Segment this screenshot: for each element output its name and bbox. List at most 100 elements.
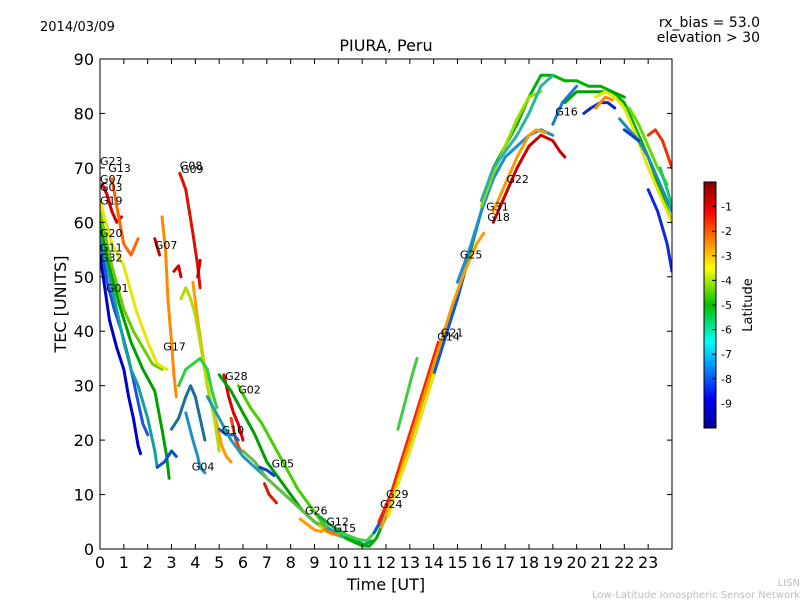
colorbar-tick-label: -2 [721,225,732,238]
satellite-label: G05 [272,457,295,470]
series-line [217,427,240,442]
x-tick-label: 15 [447,553,467,572]
series-line [551,84,579,126]
x-tick-label: 2 [143,553,153,572]
x-tick-label: 17 [495,553,515,572]
series-line [110,177,140,257]
x-tick-label: 18 [519,553,539,572]
colorbar-ticks: -1 -2 -3 -4 -5 -6 -7 -8 -9 [712,201,732,410]
y-tick-label: 50 [74,268,94,287]
satellite-label: G25 [460,248,483,261]
satellite-label: G17 [163,340,186,353]
x-tick-label: 10 [328,553,348,572]
series-line [179,286,221,453]
y-tick-label: 30 [74,377,94,396]
series-line [241,449,328,529]
x-tick-label: 8 [286,553,296,572]
y-tick-label: 70 [74,159,94,178]
axis-layer: 0 1 2 3 4 5 6 7 8 9 10 11 12 13 14 15 16 17 18 19 20 21 22 2301… [74,50,672,572]
rx-bias-label: rx_bias = 53.0 [659,15,760,31]
x-tick-label: 20 [566,553,586,572]
satellite-label: G07 [100,173,123,186]
series-line [178,171,202,290]
satellite-label: G26 [305,505,328,518]
series-line [658,166,672,208]
satellite-label: G28 [225,370,248,383]
series-line [172,264,183,279]
colorbar-tick-label: -7 [721,348,732,361]
satellite-label: G32 [100,252,123,265]
y-tick-label: 10 [74,486,94,505]
series-line [646,188,672,273]
satellite-label-layer: G23G13G07G03G19G20G11G32G01G08G09G07G17G… [100,106,578,535]
series-line [396,356,419,431]
x-tick-label: 11 [352,553,372,572]
colorbar-tick-label: -9 [721,397,732,410]
x-tick-label: 13 [400,553,420,572]
satellite-label: G03 [100,181,123,194]
x-axis-label: Time [UT] [346,575,425,594]
plot-frame [99,58,673,550]
satellite-label: G22 [506,173,529,186]
x-tick-label: 14 [423,553,443,572]
satellite-label: G07 [155,239,178,252]
satellite-label: G02 [238,383,261,396]
y-tick-label: 80 [74,104,94,123]
series-line [322,528,340,537]
credit-line-2: Low-Latitude Ionospheric Sensor Network [592,590,800,600]
series-line [155,449,178,469]
series-line [100,253,142,456]
series-line [379,231,486,529]
y-tick-label: 40 [74,322,94,341]
series-line [160,215,178,399]
series-line [594,95,614,110]
x-tick-label: 21 [590,553,610,572]
x-tick-label: 12 [376,553,396,572]
series-line [491,128,548,213]
satellite-label: G10 [222,424,245,437]
date-label: 2014/03/09 [40,20,115,35]
satellite-label: G19 [100,194,123,207]
series-layer [100,73,672,548]
series-line [100,220,171,480]
series-line [177,356,219,409]
colorbar-tick-label: -5 [721,299,732,312]
series-line [258,465,276,477]
y-tick-label: 90 [74,50,94,69]
x-tick-label: 5 [214,553,224,572]
series-line [222,373,245,442]
series-line [563,90,626,105]
satellite-label: G04 [192,461,215,474]
elevation-label: elevation > 30 [657,30,760,46]
series-line [622,128,641,143]
colorbar-label: Latitude [741,278,756,332]
satellite-label: G01 [106,282,129,295]
colorbar-tick-label: -6 [721,324,732,337]
x-tick-label: 16 [471,553,491,572]
colorbar-tick-label: -8 [721,373,732,386]
satellite-label: G11 [100,242,123,255]
x-tick-label: 1 [119,553,129,572]
x-tick-label: 7 [262,553,272,572]
colorbar-tick-label: -3 [721,250,732,263]
x-tick-label: 0 [95,553,105,572]
series-line [456,128,555,284]
satellite-label: G08 [180,160,203,173]
satellite-label: G23 [100,155,123,168]
x-tick-label: 3 [166,553,176,572]
x-tick-label: 6 [238,553,248,572]
series-line [153,237,162,257]
satellite-label: G13 [108,162,131,175]
satellite-label: G29 [386,488,409,501]
satellite-label: G14 [437,331,460,344]
series-line [196,258,202,279]
series-line [100,199,169,371]
y-tick-label: 20 [74,431,94,450]
satellite-label: G16 [555,106,578,119]
series-line [479,73,555,203]
series-line [386,373,436,518]
series-line [263,482,278,505]
colorbar-tick-label: -1 [721,201,732,214]
x-tick-label: 23 [638,553,658,572]
